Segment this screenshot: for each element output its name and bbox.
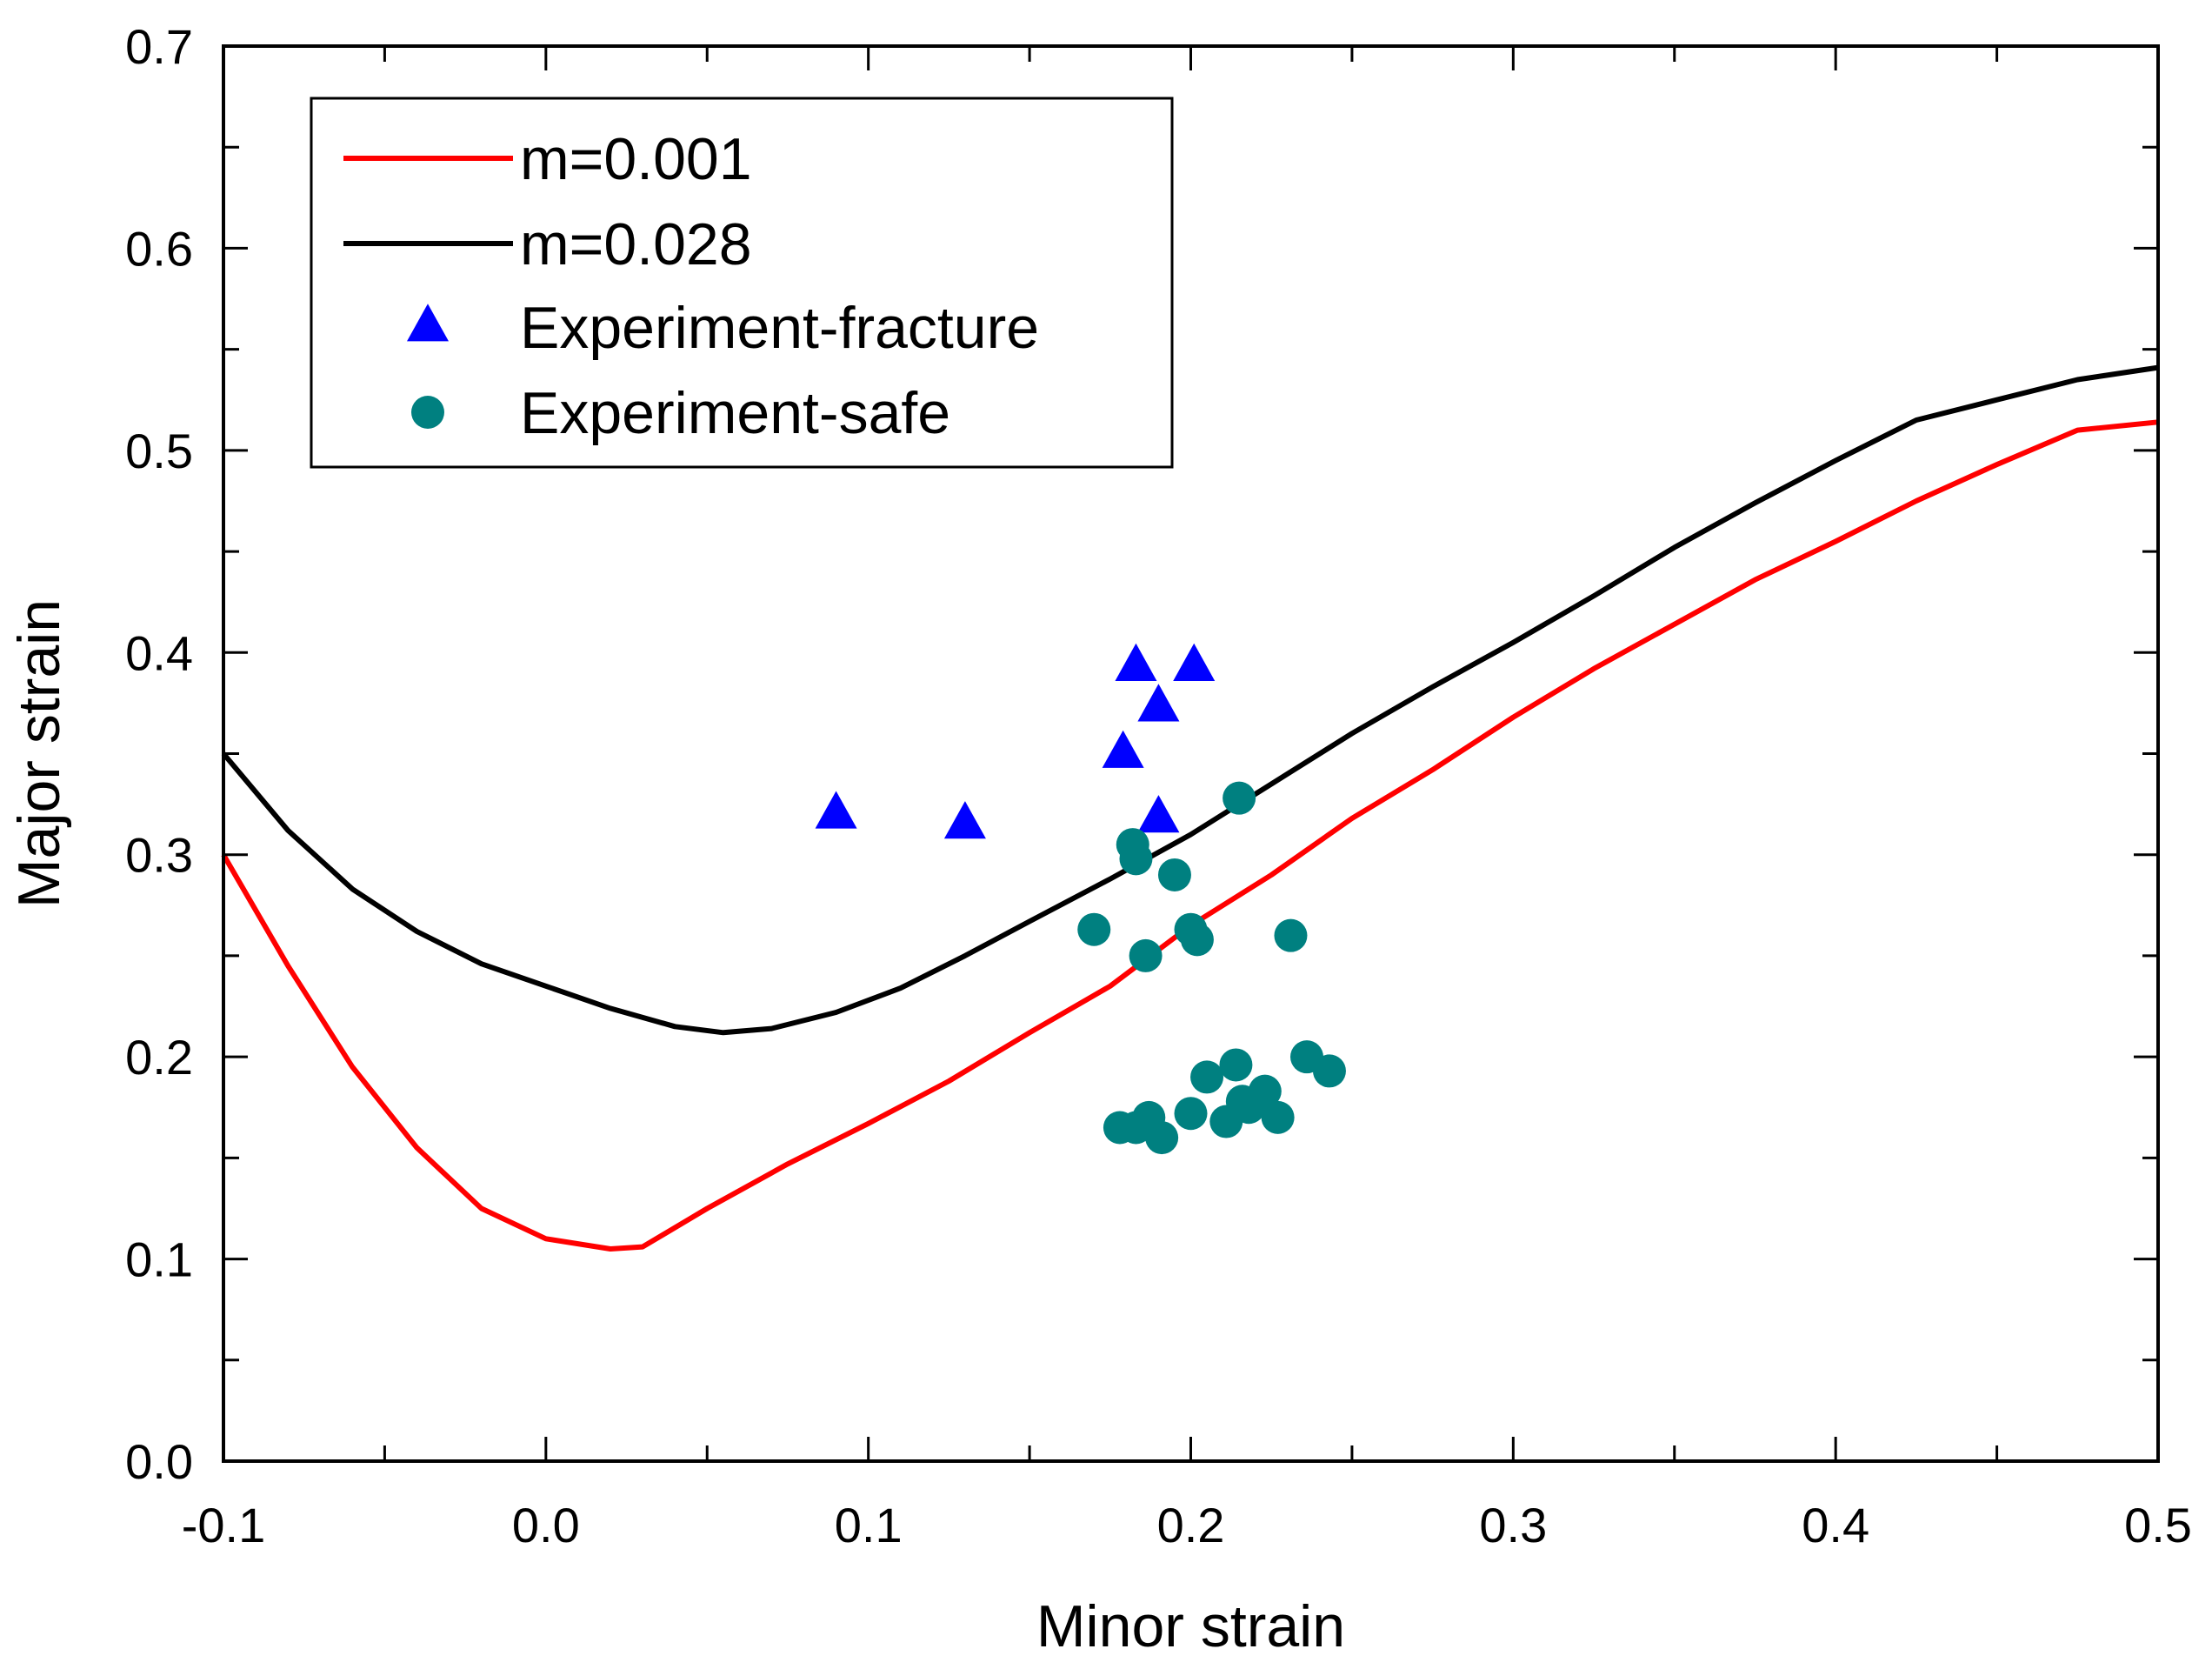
- point-experiment-fracture: [1137, 684, 1180, 722]
- y-tick-label: 0.3: [125, 828, 193, 883]
- x-tick-label: 0.1: [835, 1498, 903, 1552]
- point-experiment-safe: [1077, 912, 1111, 946]
- point-experiment-safe: [1312, 1054, 1346, 1088]
- series-lines: [221, 364, 2159, 1252]
- point-experiment-safe: [1261, 1100, 1295, 1134]
- legend-label: m=0.028: [520, 211, 752, 277]
- y-tick-label: 0.2: [125, 1030, 193, 1085]
- x-tick-label: 0.5: [2124, 1498, 2192, 1552]
- y-tick-label: 0.0: [125, 1434, 193, 1489]
- point-experiment-safe: [1145, 1121, 1179, 1155]
- x-tick-label: 0.0: [512, 1498, 580, 1552]
- point-experiment-safe: [1119, 842, 1153, 876]
- x-axis: -0.1 0.0 0.1 0.2 0.3 0.4 0.5: [182, 46, 2192, 1552]
- point-experiment-safe: [1180, 923, 1214, 957]
- point-experiment-safe: [1274, 918, 1308, 952]
- y-tick-label: 0.7: [125, 19, 193, 74]
- point-experiment-fracture: [1137, 795, 1180, 833]
- point-experiment-fracture: [1115, 643, 1157, 681]
- point-experiment-safe: [1190, 1060, 1224, 1094]
- y-axis: 0.0 0.1 0.2 0.3 0.4 0.5 0.6 0.7: [125, 19, 2158, 1489]
- legend-label: m=0.001: [520, 126, 752, 192]
- point-experiment-fracture: [815, 791, 857, 829]
- series-line-m-0-001: [221, 419, 2159, 1252]
- point-experiment-safe: [1219, 1048, 1253, 1082]
- y-tick-label: 0.4: [125, 625, 193, 680]
- x-tick-label: 0.2: [1157, 1498, 1225, 1552]
- point-experiment-safe: [1129, 938, 1163, 972]
- legend-circle-swatch: [411, 396, 444, 429]
- x-tick-label: -0.1: [182, 1498, 266, 1552]
- point-experiment-fracture: [1173, 643, 1216, 681]
- y-tick-label: 0.6: [125, 221, 193, 276]
- y-axis-title: Major strain: [6, 599, 72, 908]
- point-experiment-safe: [1174, 1097, 1208, 1131]
- point-experiment-fracture: [943, 801, 986, 839]
- legend-label: Experiment-fracture: [520, 295, 1039, 361]
- point-experiment-fracture: [1102, 730, 1144, 768]
- legend: m=0.001 m=0.028 Experiment-fracture Experim…: [310, 97, 1174, 469]
- y-tick-label: 0.5: [125, 424, 193, 478]
- series-markers: [815, 643, 1346, 1155]
- point-experiment-safe: [1223, 781, 1256, 815]
- point-experiment-safe: [1157, 858, 1191, 891]
- point-experiment-safe: [1209, 1105, 1243, 1138]
- x-tick-label: 0.3: [1479, 1498, 1547, 1552]
- y-tick-label: 0.1: [125, 1232, 193, 1287]
- series-line-m-0-028: [221, 364, 2159, 1036]
- legend-label: Experiment-safe: [520, 380, 950, 446]
- x-tick-label: 0.4: [1802, 1498, 1869, 1552]
- x-axis-title: Minor strain: [1036, 1593, 1345, 1659]
- legend-triangle-swatch: [407, 304, 449, 342]
